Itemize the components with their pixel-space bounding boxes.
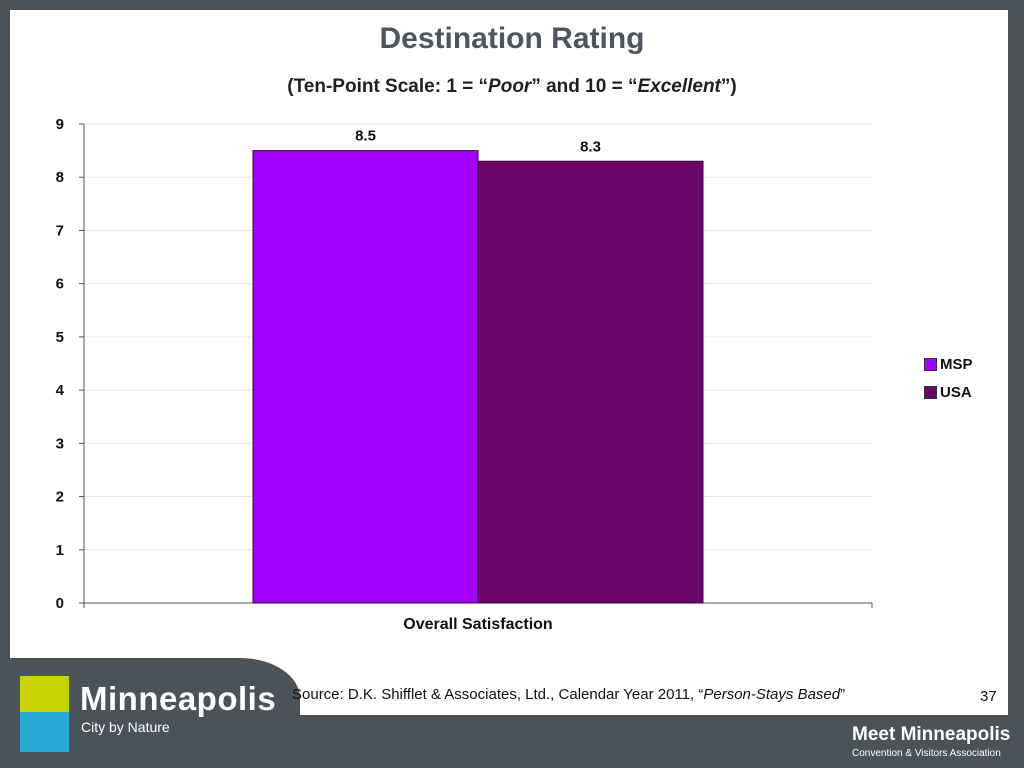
logo-wordmark: Minneapolis bbox=[80, 680, 277, 717]
y-tick-label-5: 5 bbox=[56, 329, 64, 346]
x-category-label: Overall Satisfaction bbox=[403, 616, 552, 633]
page-number: 37 bbox=[980, 688, 997, 705]
y-tick-label-7: 7 bbox=[56, 222, 64, 239]
source-italic: Person-Stays Based bbox=[703, 686, 841, 703]
data-label-usa: 8.3 bbox=[580, 138, 601, 155]
y-tick-label-3: 3 bbox=[56, 435, 64, 452]
y-tick-label-0: 0 bbox=[56, 595, 64, 612]
data-label-msp: 8.5 bbox=[355, 128, 376, 145]
y-tick-label-1: 1 bbox=[56, 542, 64, 559]
bar-usa bbox=[477, 160, 704, 604]
subtitle-part2: ” and 10 = “ bbox=[531, 76, 638, 97]
chart-title: Destination Rating bbox=[379, 22, 645, 55]
logo-tagline: City by Nature bbox=[81, 719, 170, 735]
source-suffix: ” bbox=[840, 686, 846, 703]
y-tick-label-8: 8 bbox=[56, 169, 64, 186]
y-tick-label-4: 4 bbox=[56, 382, 65, 399]
subtitle-part1: (Ten-Point Scale: 1 = “ bbox=[287, 76, 489, 97]
legend-label-usa: USA bbox=[940, 383, 972, 401]
chart-legend: MSP USA bbox=[924, 350, 973, 406]
bar-msp bbox=[252, 150, 479, 604]
footer-bar bbox=[0, 715, 1024, 768]
y-tick-label-2: 2 bbox=[56, 489, 64, 506]
source-prefix: Source: D.K. Shifflet & Associates, Ltd.… bbox=[292, 686, 704, 703]
minneapolis-logo-icon bbox=[20, 676, 69, 752]
legend-item-usa: USA bbox=[924, 378, 973, 406]
legend-label-msp: MSP bbox=[940, 355, 973, 373]
y-tick-label-6: 6 bbox=[56, 276, 64, 293]
legend-swatch-usa bbox=[924, 385, 937, 399]
brand-name: Meet Minneapolis bbox=[852, 724, 1011, 745]
subtitle-poor: Poor bbox=[488, 76, 532, 97]
y-tick-label-9: 9 bbox=[56, 116, 64, 133]
subtitle-part3: ”) bbox=[720, 76, 737, 97]
legend-swatch-msp bbox=[924, 357, 937, 371]
chart-subtitle: (Ten-Point Scale: 1 = “Poor” and 10 = “E… bbox=[0, 76, 1024, 98]
brand-subtitle: Convention & Visitors Association bbox=[852, 748, 1001, 759]
subtitle-excellent: Excellent bbox=[637, 76, 721, 97]
legend-item-msp: MSP bbox=[924, 350, 973, 378]
source-note: Source: D.K. Shifflet & Associates, Ltd.… bbox=[292, 686, 845, 703]
